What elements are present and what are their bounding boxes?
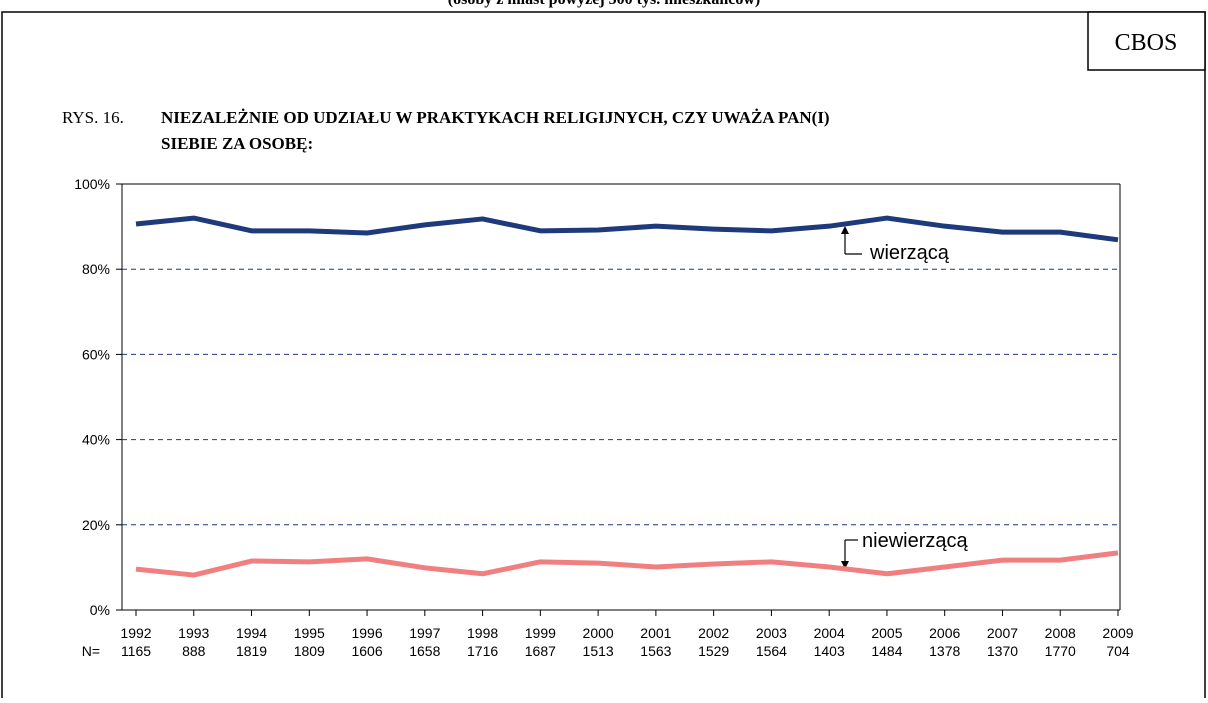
sample-size: 1809: [294, 643, 325, 659]
arrowhead: [841, 561, 849, 569]
series-line: [135, 215, 1119, 243]
x-tick-label: 2004: [814, 625, 845, 641]
x-tick-label: 2005: [871, 625, 902, 641]
sample-size: 1378: [929, 643, 960, 659]
title-line: SIEBIE ZA OSOBĘ:: [161, 134, 313, 153]
x-tick-label: 2007: [987, 625, 1018, 641]
arrowhead: [841, 226, 849, 234]
sample-size: 1606: [351, 643, 382, 659]
y-tick-label: 20%: [82, 517, 110, 533]
sample-size: 1564: [756, 643, 787, 659]
x-tick-label: 2001: [640, 625, 671, 641]
sample-size: 888: [182, 643, 206, 659]
annotation: niewierzącą: [862, 530, 968, 552]
sample-size: 1513: [583, 643, 614, 659]
x-tick-label: 2002: [698, 625, 729, 641]
x-tick-label: 2008: [1045, 625, 1076, 641]
page-frame: [1, 11, 1206, 703]
sample-size: 1658: [409, 643, 440, 659]
x-tick-label: 2009: [1102, 625, 1133, 641]
annotation: wierzącą: [869, 242, 950, 264]
sample-size: 1403: [814, 643, 845, 659]
sample-size: 1563: [640, 643, 671, 659]
y-tick-label: 0%: [90, 602, 110, 618]
y-tick-label: 40%: [82, 432, 110, 448]
x-tick-label: 1992: [120, 625, 151, 641]
sample-size: 1770: [1045, 643, 1076, 659]
sample-label: N=: [82, 643, 100, 659]
x-tick-label: 1996: [351, 625, 382, 641]
x-tick-label: 2000: [583, 625, 614, 641]
source: CBOS: [1115, 30, 1178, 56]
sample-size: 1165: [121, 643, 151, 659]
sample-size: 1370: [987, 643, 1018, 659]
y-tick-label: 80%: [82, 261, 110, 277]
source-box: [1087, 11, 1206, 71]
sample-size: 1529: [698, 643, 729, 659]
figure-label: RYS. 16.: [62, 108, 124, 127]
x-tick-label: 1997: [409, 625, 440, 641]
sample-size: 1687: [525, 643, 556, 659]
sample-size: 1716: [467, 643, 498, 659]
subtitle: (osoby z miast powyżej 500 tys. mieszkań…: [448, 0, 760, 8]
sample-size: 1819: [236, 643, 267, 659]
x-tick-label: 1994: [236, 625, 267, 641]
sample-size: 704: [1106, 643, 1130, 659]
x-tick-label: 1998: [467, 625, 498, 641]
x-tick-label: 1993: [178, 625, 209, 641]
title-line: NIEZALEŻNIE OD UDZIAŁU W PRAKTYKACH RELI…: [161, 108, 830, 127]
y-tick-label: 100%: [74, 176, 110, 192]
series-line: [135, 550, 1119, 578]
x-tick-label: 1999: [525, 625, 556, 641]
x-tick-label: 2006: [929, 625, 960, 641]
x-tick-label: 2003: [756, 625, 787, 641]
sample-size: 1484: [871, 643, 902, 659]
y-tick-label: 60%: [82, 346, 110, 362]
x-tick-label: 1995: [294, 625, 325, 641]
